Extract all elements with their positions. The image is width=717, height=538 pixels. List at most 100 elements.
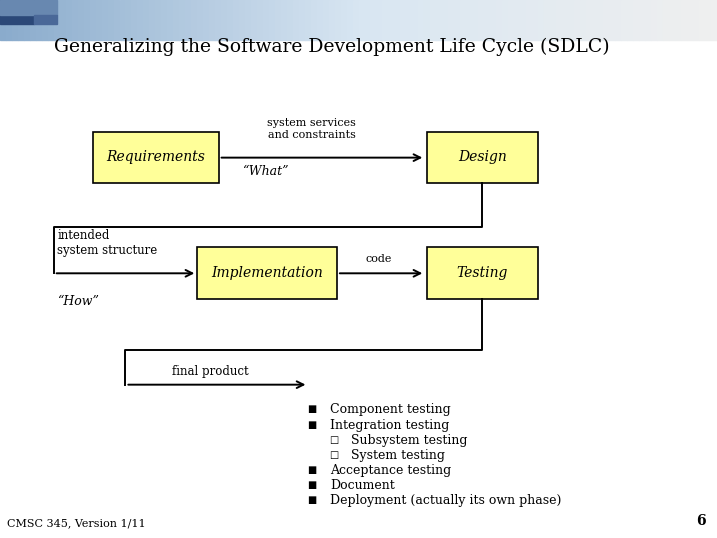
Bar: [675, 0, 681, 40]
Bar: [335, 0, 341, 40]
Bar: [233, 0, 239, 40]
Text: □: □: [329, 451, 338, 459]
Bar: [586, 0, 592, 40]
Bar: [60, 0, 66, 40]
Bar: [185, 0, 191, 40]
Bar: [269, 0, 275, 40]
Bar: [633, 0, 640, 40]
Text: ■: ■: [308, 421, 316, 429]
Bar: [125, 0, 131, 40]
Bar: [645, 0, 651, 40]
Bar: [317, 0, 323, 40]
Bar: [597, 0, 604, 40]
Bar: [640, 0, 645, 40]
Text: ■: ■: [308, 406, 316, 414]
Bar: [215, 0, 221, 40]
Text: Component testing: Component testing: [330, 404, 450, 416]
Text: intended
system structure: intended system structure: [57, 229, 158, 257]
Bar: [30, 0, 36, 40]
Bar: [663, 0, 669, 40]
Bar: [84, 0, 90, 40]
Text: CMSC 345, Version 1/11: CMSC 345, Version 1/11: [7, 518, 146, 528]
Bar: [609, 0, 615, 40]
Bar: [627, 0, 633, 40]
Text: 6: 6: [697, 514, 706, 528]
Bar: [427, 247, 538, 299]
Bar: [543, 0, 550, 40]
Bar: [699, 0, 705, 40]
Bar: [436, 0, 442, 40]
Bar: [245, 0, 251, 40]
Text: Acceptance testing: Acceptance testing: [330, 464, 451, 477]
Bar: [412, 0, 418, 40]
Bar: [299, 0, 305, 40]
Text: Requirements: Requirements: [107, 150, 205, 165]
Bar: [687, 0, 693, 40]
Bar: [615, 0, 622, 40]
Bar: [427, 132, 538, 183]
Bar: [54, 0, 60, 40]
Bar: [24, 0, 30, 40]
Bar: [167, 0, 174, 40]
Bar: [161, 0, 167, 40]
Bar: [514, 0, 520, 40]
Bar: [532, 0, 538, 40]
Bar: [508, 0, 514, 40]
Bar: [657, 0, 663, 40]
Bar: [293, 0, 299, 40]
Text: Document: Document: [330, 479, 394, 492]
Text: □: □: [329, 436, 338, 444]
Text: Generalizing the Software Development Life Cycle (SDLC): Generalizing the Software Development Li…: [54, 38, 609, 56]
Bar: [556, 0, 561, 40]
Bar: [430, 0, 436, 40]
Text: ■: ■: [308, 466, 316, 475]
Bar: [389, 0, 394, 40]
Bar: [72, 0, 77, 40]
Bar: [257, 0, 263, 40]
Bar: [34, 0, 57, 15]
Bar: [448, 0, 454, 40]
Bar: [93, 132, 219, 183]
Bar: [197, 0, 203, 40]
Bar: [490, 0, 496, 40]
Bar: [0, 0, 6, 40]
Bar: [382, 0, 389, 40]
Bar: [287, 0, 293, 40]
Bar: [394, 0, 400, 40]
Bar: [221, 0, 227, 40]
Bar: [77, 0, 84, 40]
Bar: [400, 0, 407, 40]
Bar: [323, 0, 328, 40]
Bar: [466, 0, 472, 40]
Bar: [502, 0, 508, 40]
Bar: [281, 0, 287, 40]
Bar: [328, 0, 335, 40]
Bar: [418, 0, 424, 40]
Bar: [478, 0, 484, 40]
Bar: [371, 0, 376, 40]
Bar: [376, 0, 382, 40]
Text: final product: final product: [172, 365, 249, 378]
Bar: [353, 0, 358, 40]
Bar: [561, 0, 568, 40]
Bar: [48, 0, 54, 40]
Bar: [520, 0, 526, 40]
Bar: [669, 0, 675, 40]
Bar: [592, 0, 597, 40]
Bar: [442, 0, 448, 40]
Bar: [138, 0, 143, 40]
Bar: [149, 0, 156, 40]
Bar: [579, 0, 586, 40]
Text: Deployment (actually its own phase): Deployment (actually its own phase): [330, 494, 561, 507]
Bar: [568, 0, 574, 40]
Bar: [42, 0, 48, 40]
Bar: [341, 0, 346, 40]
Bar: [711, 0, 717, 40]
Bar: [484, 0, 490, 40]
Bar: [108, 0, 113, 40]
Bar: [18, 0, 24, 40]
Bar: [227, 0, 233, 40]
Bar: [36, 0, 42, 40]
Bar: [156, 0, 161, 40]
Text: Design: Design: [458, 150, 506, 165]
